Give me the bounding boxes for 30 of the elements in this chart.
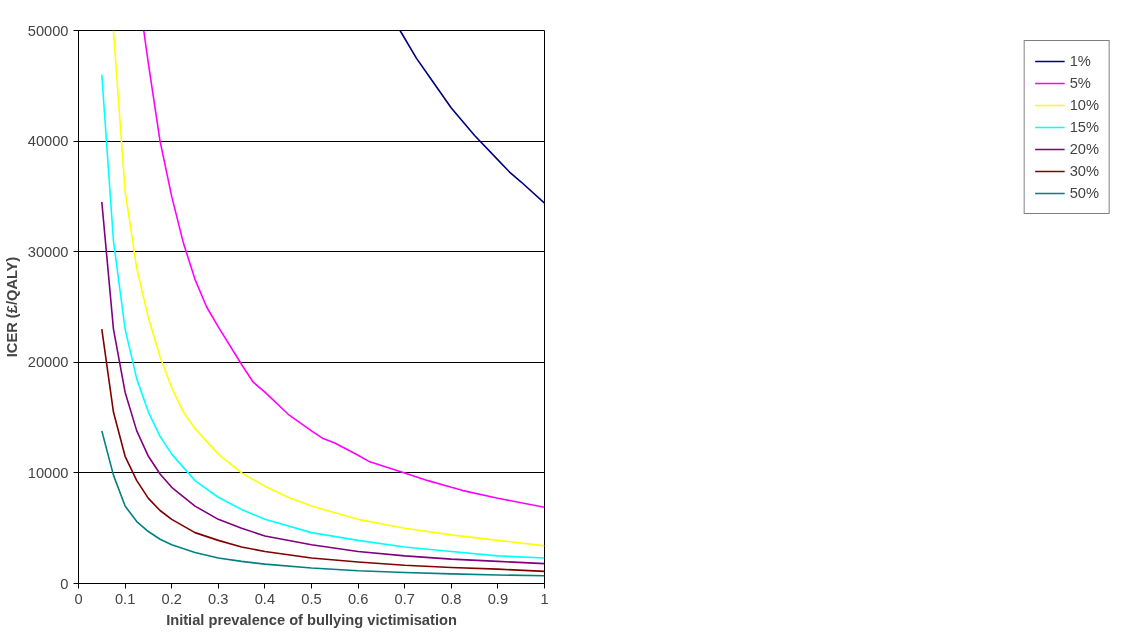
legend-label: 10%	[1069, 97, 1099, 113]
x-tick-label: 0.5	[301, 590, 322, 607]
x-tick-label: 0.8	[441, 590, 462, 607]
legend-label: 50%	[1069, 185, 1099, 201]
line-series	[101, 328, 545, 573]
legend-label: 15%	[1069, 119, 1099, 135]
x-tick-label: 0.9	[487, 590, 509, 607]
x-tick-label: 0.2	[161, 590, 182, 607]
line-series	[101, 201, 545, 565]
x-tick-label: 0.7	[394, 590, 415, 607]
x-tick-label: 1	[540, 590, 549, 607]
legend-label: 20%	[1069, 141, 1099, 157]
x-tick-label: 0.1	[114, 590, 136, 607]
line-series	[101, 430, 545, 577]
line-series	[399, 30, 545, 204]
x-tick-label: 0.3	[208, 590, 229, 607]
legend-label: 5%	[1069, 75, 1091, 91]
y-tick-label: 10000	[27, 464, 69, 481]
legend-label: 1%	[1069, 53, 1091, 69]
legend-label: 30%	[1069, 163, 1099, 179]
y-tick-label: 0	[60, 575, 69, 592]
y-tick-label: 50000	[27, 22, 69, 39]
x-tick-label: 0.4	[254, 590, 276, 607]
x-tick-label: 0	[74, 590, 83, 607]
y-tick-label: 40000	[27, 133, 69, 150]
x-tick-label: 0.6	[347, 590, 369, 607]
y-tick-label: 20000	[27, 354, 69, 371]
y-tick-label: 30000	[27, 243, 69, 260]
y-axis-title: ICER (£/QALY)	[3, 256, 20, 358]
x-axis-title: Initial prevalence of bullying victimisation	[166, 611, 457, 628]
